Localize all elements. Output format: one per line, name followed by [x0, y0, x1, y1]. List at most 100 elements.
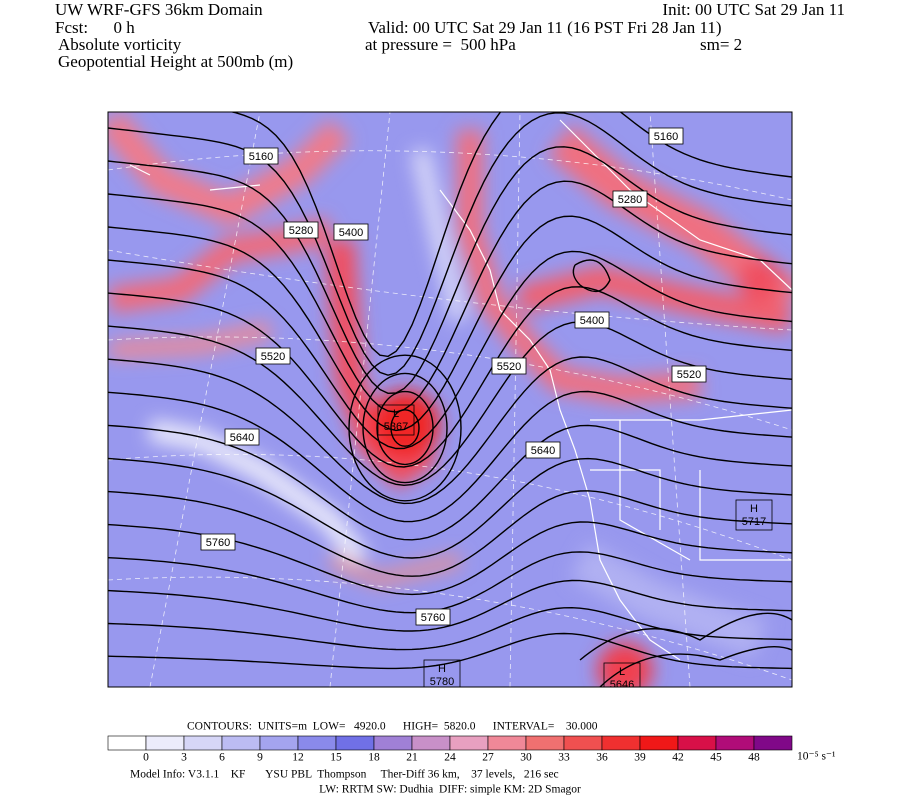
- colorbar-box: [563, 735, 603, 751]
- contour-line: [229, 112, 792, 358]
- model-info: Model Info: V3.1.1 KF YSU PBL Thompson T…: [130, 769, 559, 781]
- lat-lon-grid: [108, 112, 792, 687]
- contour-label-box: [648, 127, 684, 145]
- colorbar-box: [639, 735, 679, 751]
- colorbar-tick-label: 21: [406, 752, 418, 764]
- colorbar-tick-label: 12: [292, 752, 304, 764]
- contour-info: CONTOURS: UNITS=m LOW= 4920.0 HIGH= 5820…: [187, 721, 598, 733]
- colorbar-tick-label: 36: [596, 752, 608, 764]
- colorbar-tick-label: 39: [634, 752, 646, 764]
- contour-line: [108, 215, 792, 432]
- pressure-center-box: [423, 659, 461, 687]
- colorbar-tick-label: 9: [257, 752, 263, 764]
- contour-label: 5760: [421, 612, 445, 624]
- colorbar-box: [297, 735, 337, 751]
- contour-label: 5400: [580, 315, 604, 327]
- colorbar-box: [335, 735, 375, 751]
- contour-label: 5760: [206, 537, 230, 549]
- pressure-center-box: [603, 662, 641, 687]
- contour-line: [376, 390, 434, 466]
- contour-label-box: [612, 190, 648, 208]
- contour-label: 5520: [497, 361, 521, 373]
- colorbar-tick-label: 3: [181, 752, 187, 764]
- colorbar-box: [259, 735, 299, 751]
- pressure-center-letter: L: [619, 666, 625, 678]
- contour-label: 5520: [677, 369, 701, 381]
- colorbar-box: [145, 735, 185, 751]
- contour-label-box: [491, 357, 527, 375]
- contour-label: 5520: [261, 351, 285, 363]
- pressure-center-letter: L: [393, 408, 399, 420]
- contour-label: 5640: [531, 445, 555, 457]
- colorbar-box: [487, 735, 527, 751]
- contour-line: [108, 390, 792, 523]
- contour-line: [362, 372, 448, 484]
- init-time: Init: 00 UTC Sat 29 Jan 11: [662, 0, 845, 19]
- pressure-center-value: 5717: [742, 516, 766, 528]
- contour-label-box: [574, 311, 610, 329]
- colorbar: 0 3 6 9 12 15 18 21 24 27 30 33 36 39 42 45 48: [107, 735, 793, 764]
- pressure-center-value: 5646: [610, 679, 634, 691]
- contour-label: 5640: [230, 432, 254, 444]
- contour-line: [108, 551, 792, 614]
- colorbar-box: [753, 735, 793, 751]
- colorbar-tick-label: 48: [748, 752, 760, 764]
- forecast-hour: Fcst: 0 h: [55, 18, 135, 37]
- contour-line: [599, 645, 792, 687]
- pressure-center-value: 5367: [384, 421, 408, 433]
- contour-line: [108, 632, 792, 670]
- field-name: Absolute vorticity: [58, 35, 182, 54]
- colorbar-tick-label: 24: [444, 752, 456, 764]
- colorbar-box: [677, 735, 717, 751]
- contour-line: [108, 286, 792, 468]
- contour-line: [108, 490, 792, 577]
- contour-line: [108, 457, 792, 559]
- colorbar-tick-label: 0: [143, 752, 149, 764]
- model-title: UW WRF-GFS 36km Domain: [55, 0, 263, 19]
- colorbar-box: [525, 735, 565, 751]
- pressure-center-value: 5780: [430, 676, 454, 688]
- contour-line: [579, 612, 792, 661]
- colorbar-tick-label: 6: [219, 752, 225, 764]
- contour-label: 5400: [339, 227, 363, 239]
- valid-time: Valid: 00 UTC Sat 29 Jan 11 (16 PST Fri …: [368, 18, 722, 37]
- contour-label: 5280: [618, 194, 642, 206]
- physics-info: LW: RRTM SW: Dudhia DIFF: simple KM: 2D …: [319, 784, 581, 796]
- contour-line: [108, 424, 792, 541]
- colorbar-tick-label: 33: [558, 752, 570, 764]
- colorbar-tick-label: 30: [520, 752, 532, 764]
- contour-label-box: [415, 608, 451, 626]
- contour-line: [108, 321, 792, 487]
- contour-line: [108, 250, 792, 450]
- contour-label-box: [333, 223, 369, 241]
- contour-line: [390, 409, 420, 447]
- pressure-center-box: [377, 404, 415, 436]
- colorbar-box: [715, 735, 755, 751]
- colorbar-box: [221, 735, 261, 751]
- contour-label-box: [224, 428, 260, 446]
- contour-label: 5160: [249, 151, 273, 163]
- contour-label-box: [671, 365, 707, 383]
- contour-line: [108, 180, 792, 413]
- contour-line: [108, 579, 792, 632]
- contour-label-box: [525, 441, 561, 459]
- colorbar-box: [601, 735, 641, 751]
- contour-label-box: [200, 533, 236, 551]
- contour-label-box: [243, 147, 279, 165]
- contour-line: [108, 146, 792, 395]
- contour-field: Geopotential Height at 500mb (m): [58, 52, 293, 71]
- pressure-center-box: [735, 499, 773, 531]
- map-frame: [107, 111, 793, 688]
- contour-line: [108, 356, 792, 505]
- contour-line: [348, 354, 462, 502]
- map-area: 5160 5160 5280 5400 5280 5400 5520 5520 5520 5640…: [108, 112, 792, 691]
- colorbar-tick-label: 42: [672, 752, 684, 764]
- contour-label: 5280: [289, 225, 313, 237]
- colorbar-tick-label: 18: [368, 752, 380, 764]
- pressure-center-letter: H: [438, 663, 446, 675]
- colorbar-tick-label: 27: [482, 752, 494, 764]
- colorbar-box: [183, 735, 223, 751]
- colorbar-tick-label: 15: [330, 752, 342, 764]
- pressure-level: at pressure = 500 hPa: [365, 35, 516, 54]
